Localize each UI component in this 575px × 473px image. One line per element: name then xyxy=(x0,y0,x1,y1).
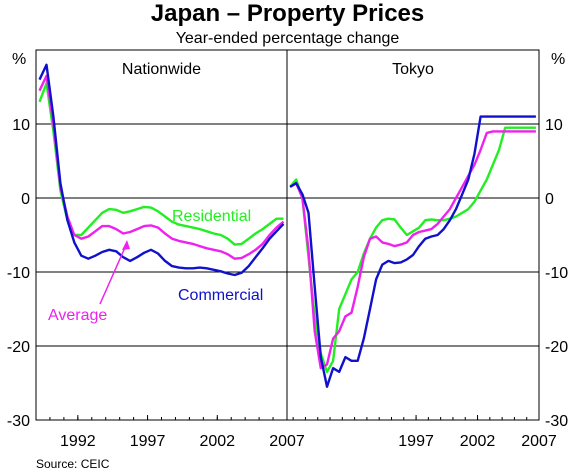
x-tick-label: 2007 xyxy=(269,433,305,450)
y-unit-right: % xyxy=(551,51,565,68)
series-line-average-nationwide xyxy=(38,74,285,260)
y-tick-label-left: 10 xyxy=(12,117,30,134)
y-tick-label-left: -30 xyxy=(7,413,30,430)
panel-title: Nationwide xyxy=(122,61,201,78)
y-unit-left: % xyxy=(12,51,26,68)
y-tick-label-left: -10 xyxy=(7,265,30,282)
annotation-arrow xyxy=(99,242,128,305)
annotation-average: Average xyxy=(48,307,107,324)
panel-title: Tokyo xyxy=(392,61,434,78)
series-line-commercial-tokyo xyxy=(289,115,536,388)
x-tick-label: 1997 xyxy=(398,433,434,450)
series-line-average-tokyo xyxy=(289,130,536,370)
source-note: Source: CEIC xyxy=(36,457,110,471)
y-tick-label-right: -30 xyxy=(545,413,568,430)
y-tick-label-right: -10 xyxy=(545,265,568,282)
x-tick-label: 2002 xyxy=(460,433,496,450)
y-tick-label-left: 0 xyxy=(21,191,30,208)
series-line-residential-tokyo xyxy=(289,126,536,374)
x-tick-label: 1997 xyxy=(130,433,166,450)
series-line-commercial-nationwide xyxy=(38,63,285,277)
y-tick-label-right: 10 xyxy=(545,117,563,134)
x-tick-label: 2007 xyxy=(521,433,557,450)
y-tick-label-right: 0 xyxy=(545,191,554,208)
annotation-residential: Residential xyxy=(172,208,251,225)
annotation-arrowhead xyxy=(122,240,130,250)
x-tick-label: 1992 xyxy=(60,433,96,450)
chart-subtitle: Year-ended percentage change xyxy=(175,30,400,47)
annotation-commercial: Commercial xyxy=(178,287,263,304)
chart-title: Japan – Property Prices xyxy=(150,0,425,27)
x-tick-label: 2002 xyxy=(199,433,235,450)
y-tick-label-right: -20 xyxy=(545,339,568,356)
series-line-residential-nationwide xyxy=(38,82,284,246)
y-tick-label-left: -20 xyxy=(7,339,30,356)
